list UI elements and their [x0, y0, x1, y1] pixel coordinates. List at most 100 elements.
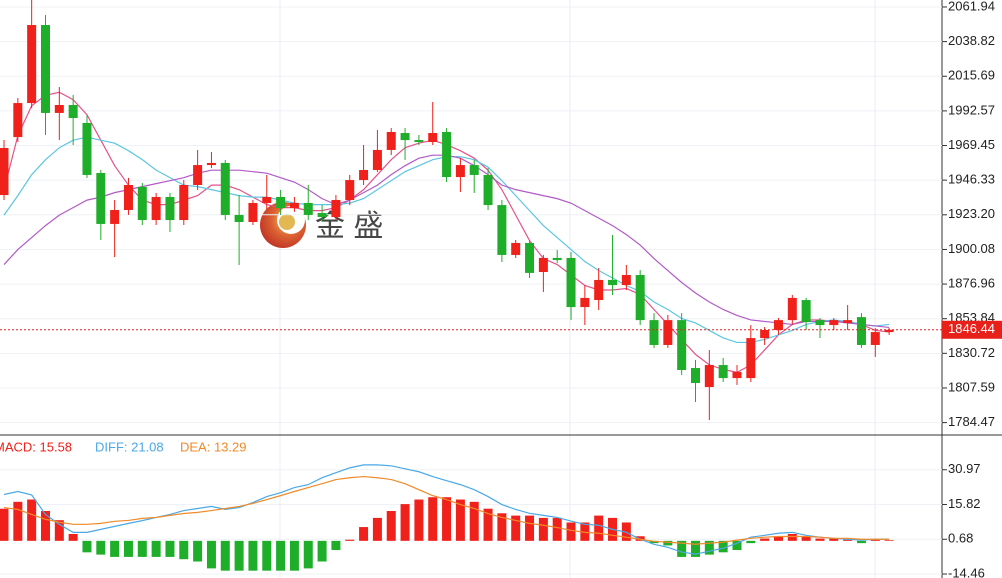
candle-body: [732, 371, 742, 379]
macd-bar: [193, 540, 203, 562]
candle-body: [234, 214, 244, 222]
candle-body: [829, 320, 839, 326]
y-tick-label: 2038.82: [948, 33, 995, 48]
macd-bar: [151, 540, 161, 557]
legend-label: DIFF: 21.08: [95, 439, 164, 454]
candle-body: [787, 297, 797, 321]
macd-bar: [27, 499, 37, 541]
macd-bar: [303, 540, 313, 569]
candle-body: [96, 173, 106, 224]
macd-bar: [82, 540, 92, 553]
candle-body: [621, 275, 631, 286]
macd-bar: [773, 536, 783, 541]
macd-bar: [400, 504, 410, 541]
candle-body: [193, 165, 203, 185]
candle-body: [442, 131, 452, 178]
macd-bar: [746, 540, 756, 544]
candle-body: [276, 196, 286, 209]
macd-bar: [704, 540, 714, 555]
macd-bar: [718, 540, 728, 553]
candle-body: [82, 122, 92, 175]
y-tick-label: 1969.45: [948, 137, 995, 152]
macd-bar: [663, 540, 673, 546]
candle-body: [511, 242, 521, 255]
y-tick-label: 2015.69: [948, 68, 995, 83]
candle-body: [773, 320, 783, 330]
macd-bar: [359, 527, 369, 541]
candle-body: [372, 149, 382, 171]
macd-bar: [248, 540, 258, 571]
macd-bar: [40, 511, 50, 541]
candle-body: [289, 202, 299, 209]
candle-body: [677, 320, 687, 370]
watermark: 金 盛: [260, 202, 383, 248]
y-tick-label: 30.97: [948, 461, 981, 476]
macd-bar: [594, 515, 604, 541]
legend-label: DEA: 13.29: [180, 439, 247, 454]
candle-body: [179, 184, 189, 221]
macd-bar: [760, 538, 770, 541]
macd-bar: [234, 540, 244, 571]
candle-body: [635, 275, 645, 321]
macd-bar: [497, 513, 507, 541]
candle-body: [359, 170, 369, 181]
candle-body: [843, 320, 853, 324]
macd-bar: [843, 539, 853, 541]
candle-body: [428, 133, 438, 143]
candle-body: [483, 174, 493, 206]
macd-bar: [829, 538, 839, 541]
macd-bar: [331, 540, 341, 551]
macd-bar: [511, 515, 521, 541]
macd-bar: [110, 540, 120, 557]
legend-label: MACD: 15.58: [0, 439, 72, 454]
macd-bar: [386, 511, 396, 541]
macd-bar: [525, 515, 535, 541]
macd-bar: [345, 539, 355, 541]
macd-bar: [165, 540, 175, 557]
candle-body: [54, 105, 64, 113]
candle-body: [151, 196, 161, 221]
candle-body: [884, 329, 894, 333]
candle-body: [165, 196, 175, 221]
macd-line: [3, 464, 890, 555]
macd-bar: [455, 499, 465, 541]
macd-bar: [123, 540, 133, 557]
candle-body: [386, 131, 396, 150]
y-tick-label: 2061.94: [948, 0, 995, 13]
macd-bar: [179, 540, 189, 560]
candle-body: [400, 133, 410, 141]
candle-body: [317, 213, 327, 218]
macd-bar: [469, 501, 479, 541]
macd-bar: [649, 540, 659, 544]
macd-bar: [815, 538, 825, 541]
macd-bar: [787, 533, 797, 541]
macd-bar: [276, 540, 286, 571]
candle-body: [345, 180, 355, 200]
candle-body: [40, 25, 50, 113]
y-tick-label: 0.68: [948, 531, 973, 546]
macd-bar: [0, 508, 9, 541]
candle-body: [746, 338, 756, 379]
macd-bar: [691, 540, 700, 557]
candle-body: [856, 317, 866, 345]
macd-bar: [206, 540, 216, 569]
y-tick-label: 1807.59: [948, 379, 995, 394]
macd-bar: [13, 501, 23, 541]
candle-body: [137, 186, 147, 221]
y-tick-label: 1900.08: [948, 241, 995, 256]
macd-bar: [289, 540, 299, 571]
candle-body: [663, 320, 673, 345]
macd-bar: [635, 536, 645, 541]
y-tick-label: 1946.33: [948, 172, 995, 187]
macd-bar: [442, 497, 452, 541]
macd-bar: [483, 508, 493, 541]
macd-bar: [580, 522, 590, 541]
y-tick-label: 1784.47: [948, 414, 995, 429]
macd-bar: [566, 522, 576, 541]
candle-body: [718, 365, 728, 379]
candle-body: [455, 165, 465, 178]
macd-bar: [317, 540, 327, 562]
macd-bar: [801, 536, 811, 541]
macd-bar: [552, 517, 562, 541]
candle-body: [110, 210, 120, 224]
